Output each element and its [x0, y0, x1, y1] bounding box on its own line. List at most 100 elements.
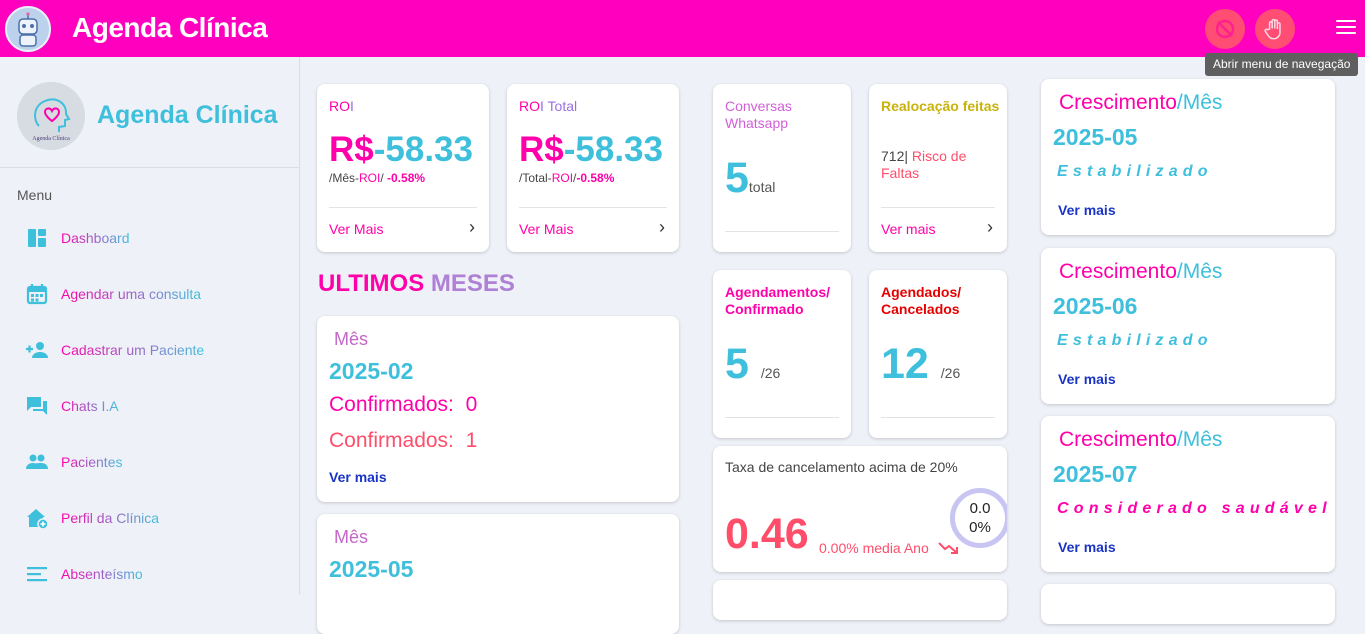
- app-logo[interactable]: [5, 6, 51, 52]
- chat-icon: [27, 397, 47, 415]
- card-divider: [519, 207, 667, 208]
- month-label: Mês: [334, 329, 369, 349]
- crescimento-status: Considerado saudável: [1057, 500, 1332, 517]
- crescimento-date: 2025-05: [1053, 124, 1138, 150]
- chevron-right-icon[interactable]: ›: [469, 217, 475, 237]
- visibility-off-icon: [1215, 19, 1235, 39]
- roi-ver-mais-link[interactable]: Ver Mais: [329, 221, 384, 237]
- visibility-off-button[interactable]: [1205, 9, 1245, 49]
- clinic-logo: Agenda Clínica: [17, 82, 85, 150]
- crescimento-title: Crescimento/Mês: [1059, 260, 1223, 283]
- month-date: 2025-02: [329, 358, 414, 384]
- dashboard-icon: [28, 229, 46, 247]
- clinic-home-icon: [27, 509, 49, 530]
- sidebar-item-label: Cadastrar um Paciente: [61, 342, 205, 358]
- list-lines-icon: [27, 567, 47, 582]
- sidebar-item-chats[interactable]: Chats I.A: [25, 391, 119, 421]
- taxa-card: Taxa de cancelamento acima de 20% 0.46 0…: [713, 446, 1007, 572]
- clinic-head-heart-icon: Agenda Clínica: [17, 82, 85, 150]
- sidebar-item-label: Chats I.A: [61, 398, 119, 414]
- conversas-card: Conversas Whatsapp 5total: [713, 84, 851, 252]
- top-app-bar: Agenda Clínica: [0, 0, 1365, 57]
- roi-total-ver-mais-link[interactable]: Ver Mais: [519, 221, 574, 237]
- sidebar-item-absenteismo[interactable]: Absenteísmo: [25, 559, 143, 589]
- sidebar-item-perfil[interactable]: Perfil da Clínica: [25, 503, 159, 533]
- app-title: Agenda Clínica: [72, 12, 268, 43]
- calendar-icon: [26, 284, 48, 305]
- chevron-right-icon[interactable]: ›: [987, 217, 993, 237]
- sidebar: Agenda Clínica Agenda Clínica Menu Dashb…: [0, 57, 300, 595]
- sidebar-divider: [0, 167, 299, 168]
- roi-value: R$-58.33: [329, 130, 473, 169]
- crescimento-title: Crescimento/Mês: [1059, 428, 1223, 451]
- hand-icon: [1264, 18, 1281, 40]
- roi-label: ROI: [329, 98, 354, 114]
- svg-text:Agenda Clínica: Agenda Clínica: [32, 136, 70, 142]
- people-icon: [26, 454, 48, 469]
- crescimento-card: Crescimento/Mês 2025-06 Estabilizado Ver…: [1041, 248, 1335, 404]
- agendamentos-value: 5 /26: [725, 340, 781, 388]
- taxa-value: 0.46: [725, 510, 809, 558]
- conversas-label: Conversas Whatsapp: [725, 98, 792, 131]
- crescimento-ver-mais-link[interactable]: Ver mais: [1058, 539, 1116, 555]
- card-divider: [329, 207, 477, 208]
- crescimento-ver-mais-link[interactable]: Ver mais: [1058, 202, 1116, 218]
- agendamentos-label: Agendamentos/ Confirmado: [725, 284, 831, 317]
- confirmed-line: Confirmados: 0: [329, 393, 478, 416]
- taxa-ring-gauge: 0.0 0%: [950, 488, 1007, 548]
- card-divider: [725, 231, 839, 232]
- sidebar-item-cadastrar[interactable]: Cadastrar um Paciente: [25, 335, 204, 365]
- month-card: Mês 2025-02 Confirmados: 0 Confirmados: …: [317, 316, 679, 502]
- month-ver-mais-link[interactable]: Ver mais: [329, 469, 387, 485]
- crescimento-title: Crescimento/Mês: [1059, 91, 1223, 114]
- crescimento-date: 2025-07: [1053, 461, 1138, 487]
- cancelled-line: Confirmados: 1: [329, 429, 478, 452]
- sidebar-item-label: Absenteísmo: [61, 566, 143, 582]
- nav-menu-tooltip: Abrir menu de navegação: [1205, 53, 1359, 76]
- roi-subtext: /Mês-ROI/ -0.58%: [329, 171, 426, 185]
- month-card: Mês 2025-05: [317, 514, 679, 634]
- robot-avatar-icon: [7, 8, 49, 50]
- sidebar-item-dashboard[interactable]: Dashboard: [25, 223, 130, 253]
- trending-down-icon: [938, 542, 958, 554]
- sidebar-item-label: Agendar uma consulta: [61, 286, 202, 302]
- roi-total-value: R$-58.33: [519, 130, 663, 169]
- roi-total-label: ROI Total: [519, 98, 578, 114]
- section-title: ULTIMOS MESES: [318, 270, 515, 297]
- realocacao-ver-mais-link[interactable]: Ver mais: [881, 221, 936, 237]
- agendados-value: 12 /26: [881, 340, 961, 388]
- taxa-subtext: 0.00% media Ano: [819, 540, 929, 556]
- taxa-label: Taxa de cancelamento acima de 20%: [725, 459, 958, 475]
- partial-card: [713, 580, 1007, 620]
- partial-card: [1041, 584, 1335, 624]
- crescimento-ver-mais-link[interactable]: Ver mais: [1058, 371, 1116, 387]
- sidebar-item-label: Pacientes: [61, 454, 123, 470]
- realocacao-label: Realocação feitas: [881, 98, 1000, 114]
- month-date: 2025-05: [329, 556, 414, 582]
- hand-stop-button[interactable]: [1255, 9, 1295, 49]
- sidebar-item-agendar[interactable]: Agendar uma consulta: [25, 279, 201, 309]
- sidebar-item-label: Dashboard: [61, 230, 130, 246]
- menu-icon[interactable]: [1336, 20, 1356, 36]
- chevron-right-icon[interactable]: ›: [659, 217, 665, 237]
- agendados-label: Agendados/ Cancelados: [881, 284, 962, 317]
- agendados-card: Agendados/ Cancelados 12 /26: [869, 270, 1007, 438]
- crescimento-status: Estabilizado: [1057, 163, 1213, 180]
- add-person-icon: [26, 342, 48, 358]
- crescimento-card: Crescimento/Mês 2025-07 Considerado saud…: [1041, 416, 1335, 572]
- roi-total-subtext: /Total-ROI/-0.58%: [519, 171, 615, 185]
- roi-card: ROI R$-58.33 /Mês-ROI/ -0.58% Ver Mais ›: [317, 84, 489, 252]
- sidebar-title: Agenda Clínica: [97, 101, 278, 129]
- card-divider: [881, 417, 995, 418]
- month-label: Mês: [334, 527, 369, 547]
- crescimento-status: Estabilizado: [1057, 332, 1213, 349]
- realocacao-card: Realocação feitas 712| Risco de Faltas V…: [869, 84, 1007, 252]
- card-divider: [881, 207, 995, 208]
- menu-heading: Menu: [17, 187, 53, 203]
- crescimento-card: Crescimento/Mês 2025-05 Estabilizado Ver…: [1041, 79, 1335, 235]
- roi-total-card: ROI Total R$-58.33 /Total-ROI/-0.58% Ver…: [507, 84, 679, 252]
- realocacao-info: 712| Risco de Faltas: [881, 148, 967, 181]
- conversas-value: 5total: [725, 154, 776, 202]
- sidebar-item-label: Perfil da Clínica: [61, 510, 160, 526]
- sidebar-item-pacientes[interactable]: Pacientes: [25, 447, 122, 477]
